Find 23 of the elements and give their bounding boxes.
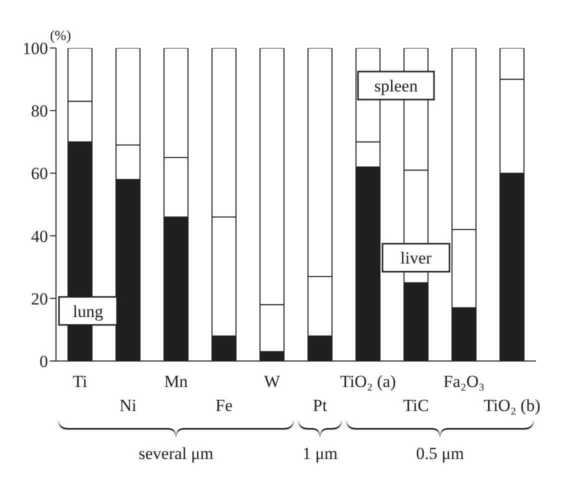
text: 1 μm (302, 444, 338, 463)
y-tick-label: 60 (31, 164, 48, 184)
y-tick-label: 20 (31, 289, 48, 308)
x-tick-label: Pt (312, 396, 328, 415)
series-label: liver (400, 248, 432, 268)
series-label: spleen (374, 76, 418, 96)
x-tick-label: TiC (403, 396, 429, 415)
x-tick-label: Fe (216, 396, 232, 415)
y-tick-label: 0 (40, 352, 48, 372)
y-axis-title: (%) (50, 29, 72, 44)
x-tick-label: Fa₂O₃ (443, 372, 485, 391)
x-tick-label: W (264, 372, 281, 391)
text: 0.5 μm (416, 444, 464, 463)
text: several μm (138, 444, 214, 463)
y-tick-label: 40 (31, 226, 48, 246)
x-tick-label: TiO₂ (b) (484, 396, 540, 415)
y-tick-label: 80 (31, 102, 48, 121)
series-label: lung (72, 302, 104, 321)
x-tick-label: TiO₂ (a) (340, 372, 396, 391)
x-tick-label: Ni (120, 396, 137, 415)
x-tick-label: Mn (164, 372, 188, 391)
y-tick-label: 100 (22, 39, 48, 58)
x-tick-label: Ti (72, 372, 88, 391)
